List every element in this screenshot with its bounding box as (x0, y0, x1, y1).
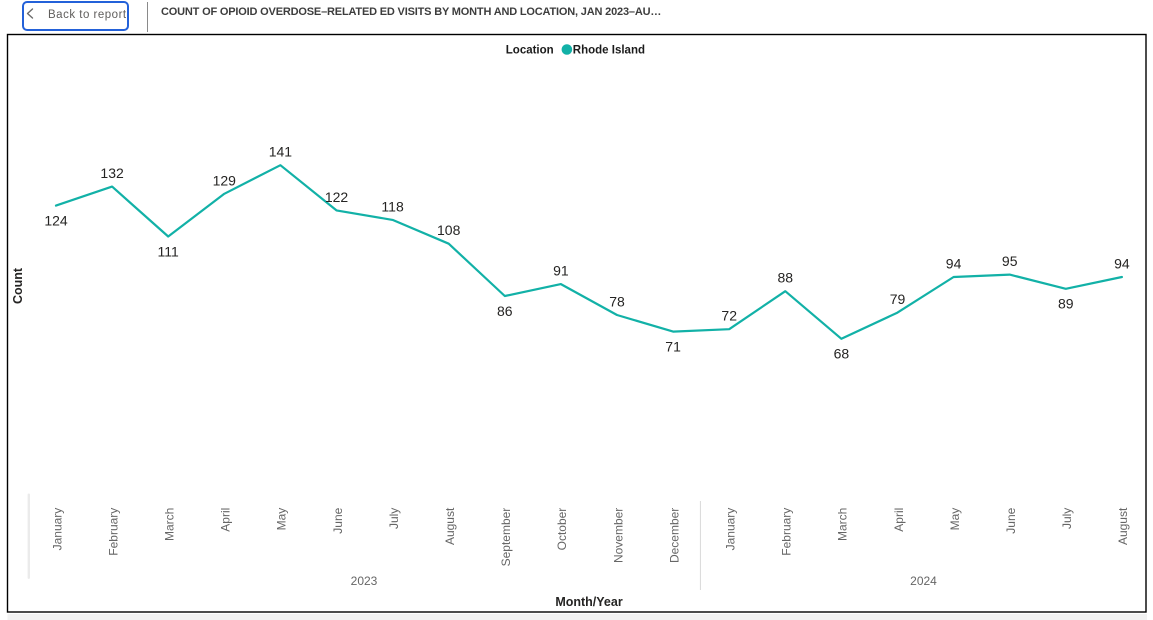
svg-text:September: September (499, 508, 513, 567)
svg-text:Count: Count (11, 267, 25, 304)
svg-text:108: 108 (437, 222, 461, 238)
svg-text:April: April (892, 508, 906, 532)
svg-text:2023: 2023 (351, 574, 378, 588)
svg-text:January: January (50, 508, 64, 551)
svg-text:October: October (555, 508, 569, 551)
svg-text:72: 72 (721, 308, 737, 324)
svg-text:129: 129 (213, 172, 237, 188)
svg-text:February: February (780, 508, 794, 556)
svg-text:August: August (1116, 507, 1130, 545)
svg-text:86: 86 (497, 303, 513, 319)
svg-text:122: 122 (325, 189, 349, 205)
svg-text:July: July (1060, 508, 1074, 529)
svg-text:Rhode Island: Rhode Island (573, 45, 645, 57)
svg-text:Month/Year: Month/Year (555, 595, 623, 609)
svg-text:2024: 2024 (910, 574, 937, 588)
svg-text:132: 132 (100, 165, 124, 181)
svg-text:March: March (163, 508, 177, 541)
svg-text:94: 94 (946, 256, 962, 272)
svg-text:141: 141 (269, 144, 293, 160)
svg-text:89: 89 (1058, 296, 1074, 312)
svg-text:May: May (948, 508, 962, 531)
svg-text:68: 68 (834, 346, 850, 362)
svg-text:79: 79 (890, 291, 906, 307)
svg-text:November: November (611, 508, 625, 563)
svg-text:71: 71 (665, 338, 681, 354)
svg-text:April: April (219, 508, 233, 532)
svg-text:118: 118 (381, 198, 404, 214)
svg-text:91: 91 (553, 263, 569, 279)
svg-text:July: July (387, 508, 401, 529)
svg-text:December: December (667, 508, 681, 563)
svg-text:Location: Location (506, 45, 554, 57)
svg-text:111: 111 (158, 243, 179, 259)
svg-text:88: 88 (778, 270, 794, 286)
svg-text:95: 95 (1002, 253, 1018, 269)
svg-text:August: August (443, 507, 457, 545)
svg-text:78: 78 (609, 294, 625, 310)
svg-text:January: January (724, 508, 738, 551)
svg-text:February: February (106, 508, 120, 556)
svg-text:June: June (1004, 507, 1018, 533)
svg-text:May: May (275, 508, 289, 531)
svg-text:94: 94 (1114, 256, 1130, 272)
svg-text:March: March (836, 508, 850, 541)
svg-text:June: June (331, 507, 345, 533)
svg-text:124: 124 (44, 212, 68, 228)
